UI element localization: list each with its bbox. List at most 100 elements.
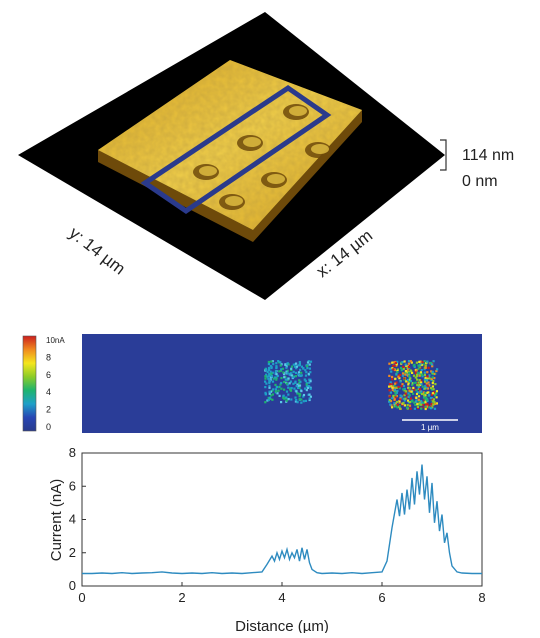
current-pixel (432, 360, 435, 363)
current-pixel (286, 369, 289, 372)
current-pixel (300, 390, 303, 393)
current-pixel (426, 384, 429, 387)
current-pixel (294, 396, 297, 399)
current-pixel (299, 374, 302, 377)
current-pixel (414, 403, 417, 407)
current-pixel (388, 395, 391, 398)
current-pixel (295, 367, 298, 370)
current-pixel (278, 394, 281, 397)
current-pixel (391, 388, 394, 392)
current-pixel (271, 371, 274, 374)
current-pixel (433, 377, 436, 380)
current-pixel (434, 402, 437, 405)
current-pixel (420, 373, 424, 377)
current-pixel (409, 369, 412, 372)
current-pixel (266, 370, 269, 373)
afm-crater-rim (199, 166, 217, 176)
current-pixel (425, 379, 429, 382)
current-pixel (398, 400, 401, 403)
current-pixel (417, 402, 420, 405)
afm-craters (193, 104, 331, 210)
current-pixel (296, 392, 299, 395)
current-pixel (398, 401, 401, 404)
current-pixel (434, 383, 437, 386)
current-pixel (393, 368, 396, 372)
current-pixel (272, 377, 275, 380)
current-pixel (288, 373, 291, 376)
current-pixel (409, 380, 413, 383)
current-pixel (391, 386, 394, 389)
current-pixel (285, 382, 288, 385)
current-pixel (268, 396, 271, 399)
current-pixel (391, 375, 394, 379)
current-pixel (265, 373, 268, 376)
current-pixel (298, 382, 301, 385)
current-pixel (286, 371, 289, 374)
current-pixel (419, 371, 422, 374)
colorbar (22, 335, 37, 432)
current-pixel (391, 367, 394, 370)
afm-3d-surface: 114 nm 0 nm y: 14 µm x: 14 µm (18, 12, 514, 300)
current-profile-panel: 0 2 4 6 8 0 2 4 6 8 Distance (µm) Current (nA) (0, 445, 540, 635)
current-pixel (414, 376, 417, 379)
current-pixel (413, 388, 416, 391)
current-pixel (406, 399, 410, 402)
current-pixel (416, 371, 419, 374)
current-pixel (394, 405, 397, 408)
current-pixel (426, 371, 429, 374)
current-pixel (403, 360, 406, 363)
current-pixel (416, 405, 419, 408)
current-pixel (268, 390, 271, 393)
current-pixel (290, 398, 293, 401)
current-pixel (302, 367, 305, 370)
current-pixel (292, 363, 295, 366)
current-pixel (427, 391, 430, 394)
current-pixel (289, 380, 292, 383)
current-pixel (424, 366, 427, 369)
current-pixel (277, 360, 280, 363)
current-pixel (416, 378, 419, 381)
current-pixel (270, 375, 273, 378)
current-pixel (307, 360, 310, 363)
current-pixel (275, 373, 278, 376)
current-pixel (391, 385, 394, 388)
current-pixel (396, 406, 399, 409)
current-pixel (392, 364, 395, 367)
current-pixel (424, 403, 428, 406)
current-pixel (422, 401, 425, 404)
current-pixel (406, 378, 409, 382)
current-pixel (274, 376, 277, 379)
current-pixel (304, 399, 307, 402)
current-pixel (405, 371, 409, 374)
current-pixel (309, 395, 312, 398)
y-tick-label: 0 (69, 578, 76, 593)
current-pixel (423, 394, 426, 397)
current-pixel (394, 391, 397, 394)
current-pixel (289, 389, 293, 392)
current-pixel (421, 392, 424, 396)
current-pixel (423, 371, 426, 374)
current-pixel (407, 386, 410, 389)
current-pixel (411, 399, 414, 403)
y-axis-ticks: 0 2 4 6 8 (69, 445, 86, 593)
current-pixel (431, 376, 434, 379)
current-pixel (433, 372, 436, 376)
current-pixel (394, 361, 397, 364)
current-pixel (275, 390, 278, 393)
current-pixel (393, 398, 396, 401)
y-tick-label: 8 (69, 445, 76, 460)
current-pixel (431, 385, 434, 388)
current-pixel (425, 399, 429, 402)
current-pixel (431, 392, 434, 395)
current-pixel (309, 387, 312, 390)
current-pixel (431, 363, 434, 366)
current-pixel (390, 385, 393, 388)
current-pixel (388, 398, 391, 402)
current-pixel (295, 385, 298, 388)
current-pixel (431, 398, 434, 401)
current-pixel (285, 378, 288, 381)
current-pixel (285, 399, 288, 402)
current-pixel (282, 371, 285, 374)
current-pixel (425, 382, 428, 385)
current-pixel (400, 395, 403, 398)
